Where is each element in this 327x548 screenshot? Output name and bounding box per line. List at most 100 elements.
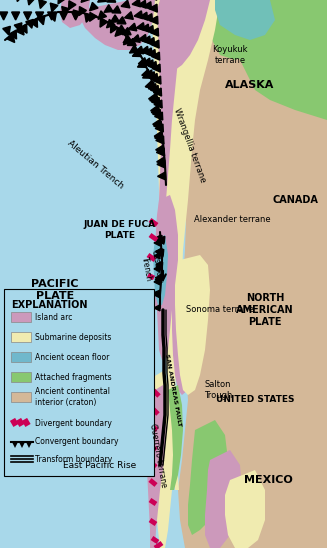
Polygon shape <box>142 69 150 77</box>
Text: Attached fragments: Attached fragments <box>35 373 112 381</box>
Polygon shape <box>151 105 159 113</box>
Polygon shape <box>112 6 121 13</box>
Polygon shape <box>168 385 183 490</box>
Polygon shape <box>158 172 166 180</box>
Polygon shape <box>62 7 69 15</box>
Polygon shape <box>154 240 160 246</box>
Polygon shape <box>149 4 157 12</box>
Polygon shape <box>134 11 143 19</box>
Text: CANADA: CANADA <box>272 195 318 205</box>
Text: Salton
Trough: Salton Trough <box>204 380 232 399</box>
Polygon shape <box>151 98 160 105</box>
Polygon shape <box>156 145 164 153</box>
Polygon shape <box>60 12 68 20</box>
Bar <box>11 392 31 402</box>
Polygon shape <box>215 0 275 40</box>
Polygon shape <box>36 12 43 20</box>
Text: Divergent boundary: Divergent boundary <box>35 419 112 427</box>
Text: Ancient ocean floor: Ancient ocean floor <box>35 352 109 362</box>
Polygon shape <box>153 88 162 96</box>
Polygon shape <box>50 3 58 12</box>
Text: JUAN DE FUCA
PLATE: JUAN DE FUCA PLATE <box>84 220 156 239</box>
Polygon shape <box>117 25 126 33</box>
Polygon shape <box>98 11 107 19</box>
Polygon shape <box>153 119 161 127</box>
Text: Island arc: Island arc <box>35 312 72 322</box>
Polygon shape <box>152 109 161 117</box>
Polygon shape <box>175 255 210 395</box>
Text: Cascadia
Trench: Cascadia Trench <box>139 249 164 287</box>
Polygon shape <box>30 19 38 27</box>
Polygon shape <box>172 270 205 395</box>
Polygon shape <box>39 0 46 8</box>
Polygon shape <box>138 1 146 8</box>
Text: Transform boundary: Transform boundary <box>35 454 112 464</box>
Polygon shape <box>60 0 90 28</box>
Polygon shape <box>107 0 116 2</box>
Polygon shape <box>146 82 155 90</box>
Polygon shape <box>69 1 76 10</box>
Polygon shape <box>14 23 22 32</box>
Polygon shape <box>104 5 113 12</box>
Polygon shape <box>58 0 65 4</box>
Polygon shape <box>148 94 157 101</box>
Polygon shape <box>135 46 144 54</box>
Polygon shape <box>156 262 163 268</box>
Polygon shape <box>121 0 130 8</box>
Polygon shape <box>12 442 18 448</box>
Polygon shape <box>146 38 155 45</box>
Polygon shape <box>154 290 160 296</box>
Polygon shape <box>156 261 162 267</box>
Polygon shape <box>137 60 146 67</box>
Polygon shape <box>157 160 165 168</box>
Polygon shape <box>157 157 165 165</box>
Polygon shape <box>81 0 90 2</box>
Text: Alexander terrane: Alexander terrane <box>194 215 270 225</box>
Polygon shape <box>131 35 140 42</box>
Polygon shape <box>49 13 56 21</box>
Text: Koyukuk
terrane: Koyukuk terrane <box>212 45 248 65</box>
Polygon shape <box>154 100 162 108</box>
Polygon shape <box>124 36 132 45</box>
Polygon shape <box>3 26 10 35</box>
Polygon shape <box>90 13 97 21</box>
Polygon shape <box>156 264 163 270</box>
Polygon shape <box>155 112 163 120</box>
Polygon shape <box>144 14 152 21</box>
Polygon shape <box>150 16 158 24</box>
Polygon shape <box>156 148 164 156</box>
Polygon shape <box>111 24 118 33</box>
Polygon shape <box>122 27 131 35</box>
Text: PACIFIC
PLATE: PACIFIC PLATE <box>31 279 79 301</box>
Bar <box>11 372 31 382</box>
Polygon shape <box>158 249 164 255</box>
Polygon shape <box>159 236 165 242</box>
Polygon shape <box>148 61 157 70</box>
Polygon shape <box>115 28 124 36</box>
Polygon shape <box>73 10 81 19</box>
Bar <box>22 418 31 427</box>
Polygon shape <box>151 107 160 116</box>
Polygon shape <box>205 450 242 548</box>
Polygon shape <box>155 275 162 281</box>
Polygon shape <box>80 0 155 50</box>
Text: Aleutian Trench: Aleutian Trench <box>65 139 125 191</box>
Text: Submarine deposits: Submarine deposits <box>35 333 112 341</box>
Polygon shape <box>235 0 265 18</box>
Polygon shape <box>149 73 158 82</box>
Polygon shape <box>151 40 159 48</box>
Text: East Pacific Rise: East Pacific Rise <box>63 460 137 470</box>
Polygon shape <box>37 16 45 25</box>
Text: Convergent boundary: Convergent boundary <box>35 437 118 447</box>
Polygon shape <box>143 71 151 78</box>
Polygon shape <box>148 84 157 92</box>
Polygon shape <box>155 236 161 242</box>
Bar <box>16 418 25 427</box>
Polygon shape <box>12 12 20 20</box>
Polygon shape <box>155 124 164 132</box>
Polygon shape <box>146 385 166 548</box>
Polygon shape <box>141 24 149 32</box>
Polygon shape <box>107 19 115 28</box>
Polygon shape <box>111 15 119 22</box>
Polygon shape <box>26 442 32 448</box>
